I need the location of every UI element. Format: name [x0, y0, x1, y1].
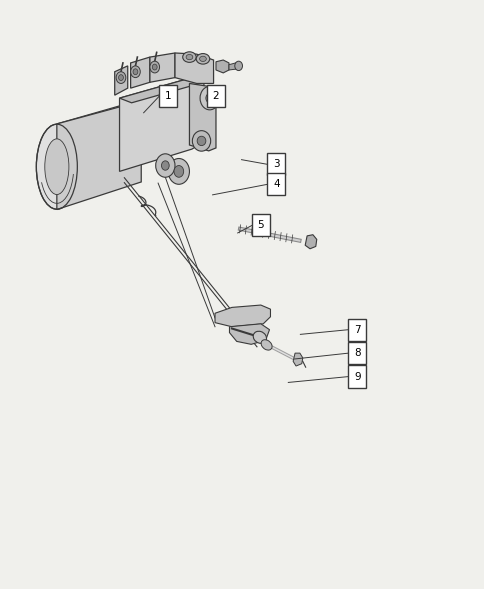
FancyBboxPatch shape [267, 173, 285, 196]
Polygon shape [57, 101, 141, 210]
FancyBboxPatch shape [267, 153, 285, 176]
Polygon shape [150, 53, 175, 82]
Circle shape [130, 66, 140, 78]
Circle shape [118, 75, 123, 81]
Circle shape [200, 87, 219, 110]
Text: 5: 5 [257, 220, 264, 230]
Ellipse shape [36, 124, 77, 209]
Circle shape [152, 64, 157, 70]
Polygon shape [175, 53, 213, 84]
Circle shape [155, 154, 175, 177]
Text: 2: 2 [212, 91, 219, 101]
Circle shape [150, 61, 159, 73]
Ellipse shape [45, 139, 69, 194]
Circle shape [133, 69, 137, 75]
Polygon shape [115, 66, 127, 95]
Ellipse shape [234, 61, 242, 71]
FancyBboxPatch shape [206, 85, 225, 108]
Ellipse shape [253, 331, 266, 343]
Text: 9: 9 [353, 372, 360, 382]
Polygon shape [57, 101, 141, 124]
Ellipse shape [260, 340, 272, 350]
Text: 4: 4 [272, 179, 279, 189]
FancyBboxPatch shape [251, 214, 270, 236]
Text: 1: 1 [164, 91, 171, 101]
Polygon shape [304, 234, 316, 249]
Circle shape [168, 158, 189, 184]
Ellipse shape [186, 54, 193, 59]
Polygon shape [215, 60, 228, 73]
Ellipse shape [192, 131, 210, 151]
Polygon shape [228, 62, 238, 70]
Polygon shape [189, 84, 215, 151]
Circle shape [174, 166, 183, 177]
Polygon shape [292, 353, 302, 366]
Circle shape [116, 72, 125, 84]
Ellipse shape [199, 56, 206, 61]
Polygon shape [214, 305, 270, 327]
FancyBboxPatch shape [348, 365, 366, 388]
Circle shape [161, 161, 169, 170]
FancyBboxPatch shape [348, 319, 366, 341]
FancyBboxPatch shape [158, 85, 177, 108]
Ellipse shape [196, 54, 209, 64]
Text: 3: 3 [272, 160, 279, 170]
Ellipse shape [197, 136, 205, 145]
Text: 7: 7 [353, 325, 360, 335]
Ellipse shape [182, 52, 196, 62]
Polygon shape [119, 78, 203, 103]
Polygon shape [119, 78, 203, 171]
Polygon shape [130, 57, 150, 88]
Circle shape [205, 94, 213, 103]
FancyBboxPatch shape [348, 342, 366, 364]
Text: 8: 8 [353, 348, 360, 358]
Polygon shape [229, 324, 269, 345]
